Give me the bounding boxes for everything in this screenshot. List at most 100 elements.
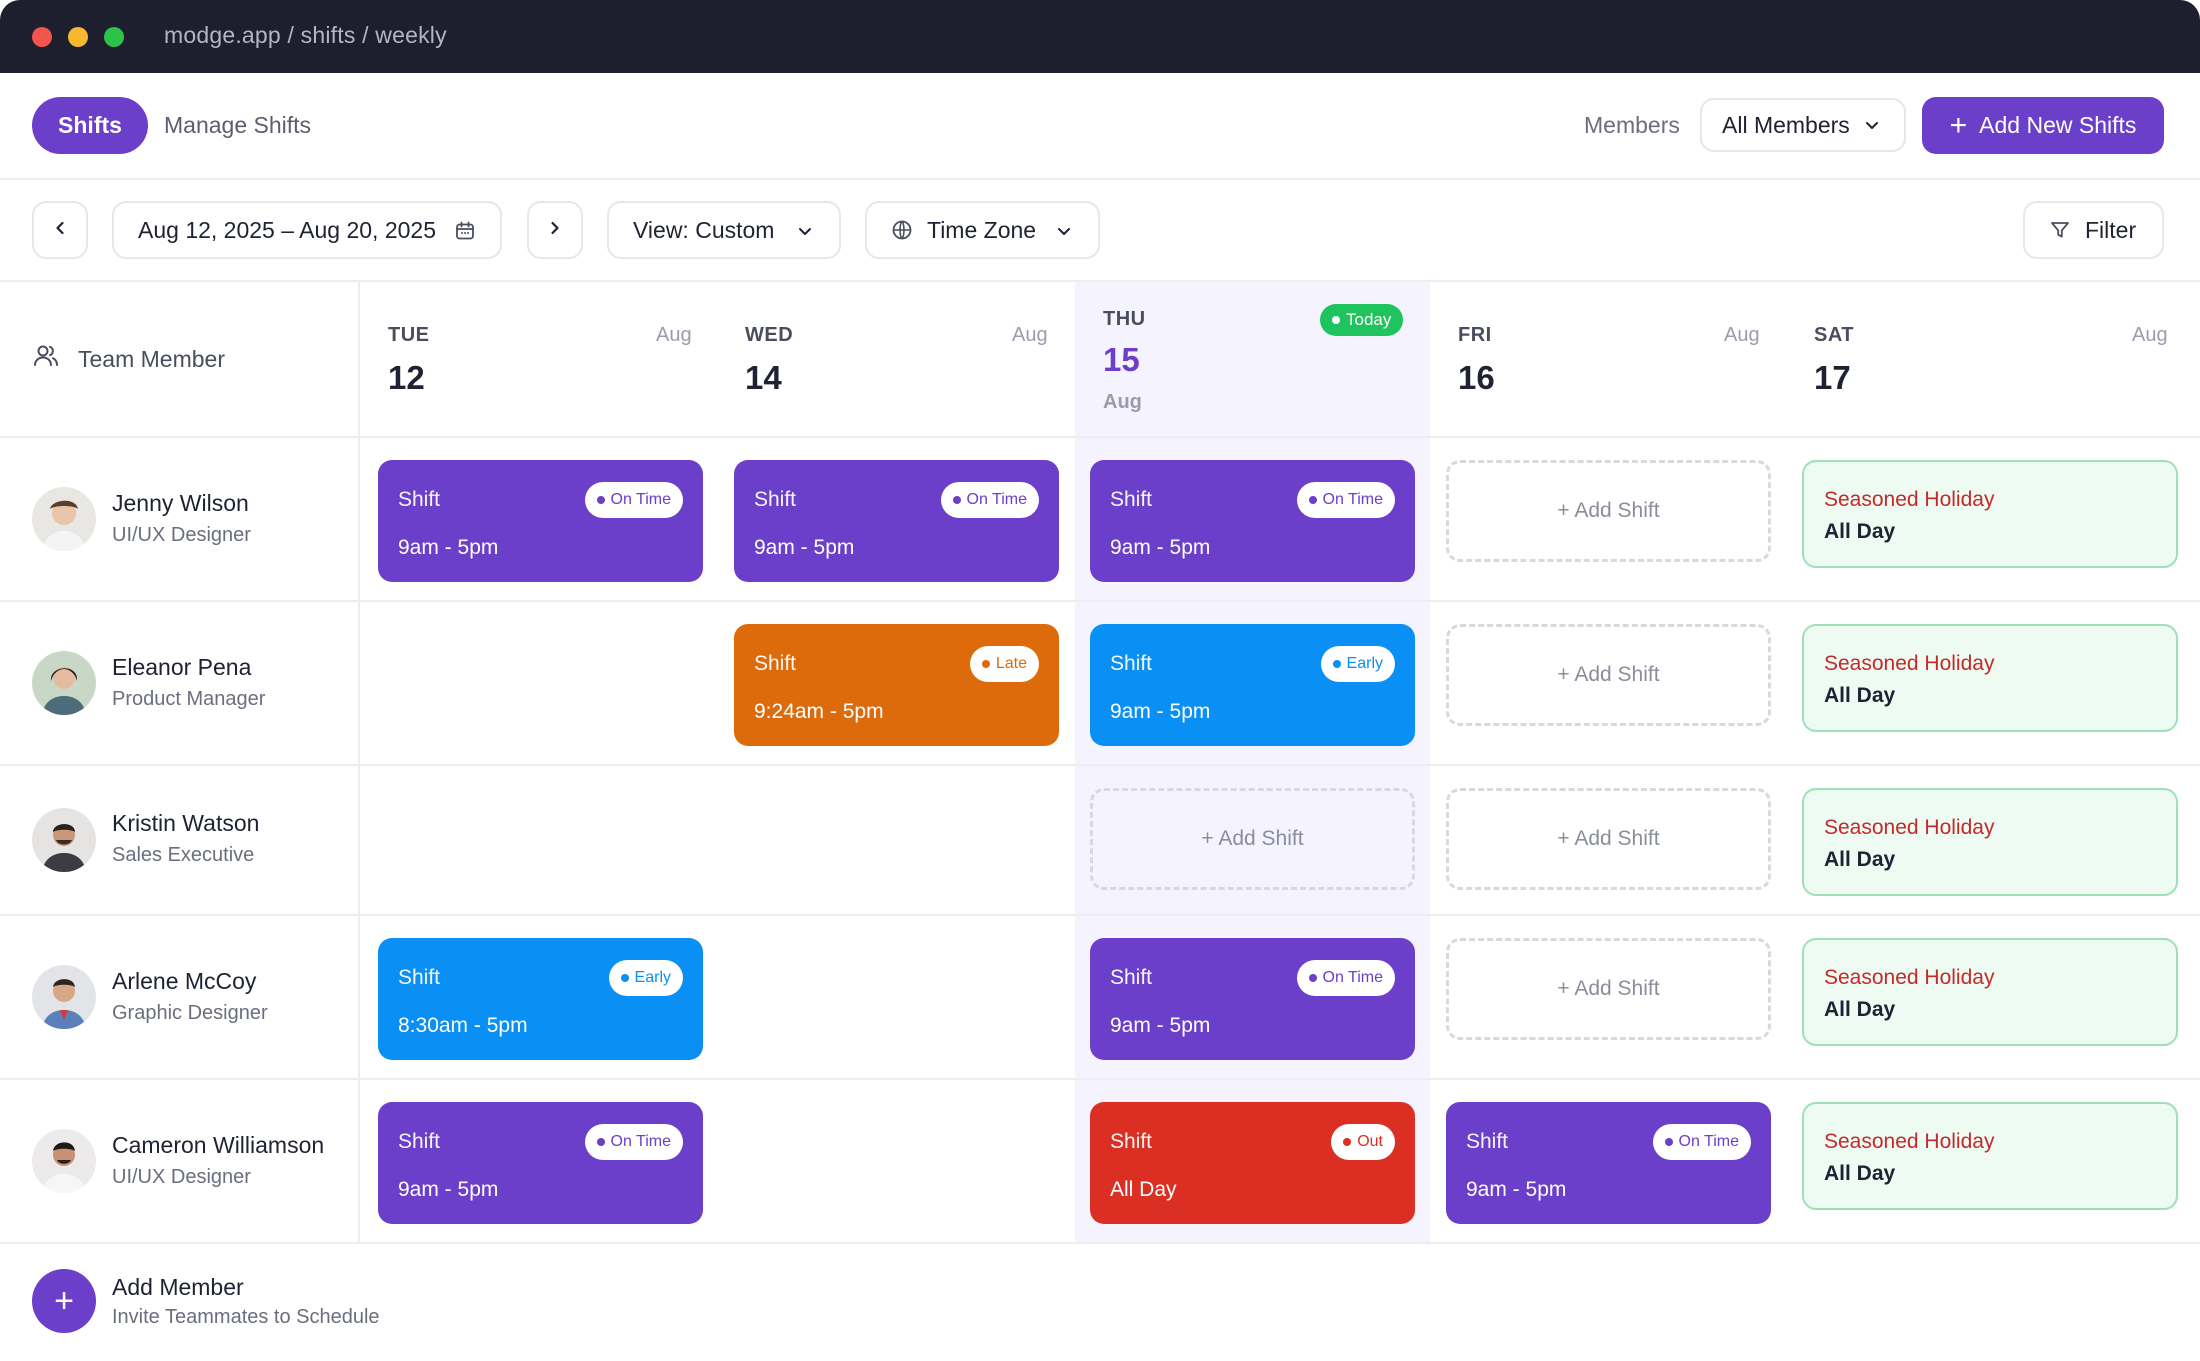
holiday-card[interactable]: Seasoned Holiday All Day — [1802, 624, 2178, 732]
add-member-button[interactable]: + — [32, 1269, 96, 1333]
tab-manage-shifts[interactable]: Manage Shifts — [164, 112, 312, 138]
add-shift-slot[interactable]: + Add Shift — [1446, 938, 1771, 1040]
shift-label: Shift — [754, 488, 797, 511]
holiday-card[interactable]: Seasoned Holiday All Day — [1802, 788, 2178, 896]
add-shift-slot[interactable]: + Add Shift — [1090, 788, 1415, 890]
chevron-right-icon — [545, 217, 565, 244]
member-row: Jenny Wilson UI/UX Designer Shift On Tim… — [0, 436, 2200, 600]
members-label: Members — [1584, 112, 1680, 138]
member-name: Jenny Wilson — [112, 490, 249, 516]
today-badge: Today — [1320, 304, 1404, 336]
window-titlebar: modge.app / shifts / weekly — [0, 0, 2200, 73]
shift-time: All Day — [1110, 1178, 1177, 1201]
shift-card[interactable]: Shift Late 9:24am - 5pm — [734, 624, 1059, 746]
tab-shifts[interactable]: Shifts — [32, 97, 148, 154]
day-name: THU — [1103, 308, 1146, 330]
day-number: 14 — [745, 359, 782, 396]
shift-card[interactable]: Shift On Time 9am - 5pm — [1090, 938, 1415, 1060]
shift-label: Shift — [398, 1130, 441, 1153]
holiday-duration: All Day — [1824, 1162, 1896, 1185]
status-badge: On Time — [1652, 1124, 1751, 1160]
member-cell[interactable]: Kristin Watson Sales Executive — [0, 766, 360, 914]
member-row: Eleanor Pena Product Manager Shift Late … — [0, 600, 2200, 764]
timezone-select[interactable]: Time Zone — [865, 201, 1100, 259]
shift-label: Shift — [1110, 488, 1153, 511]
users-icon — [32, 342, 60, 376]
day-header-wed: WED 14 Aug — [717, 282, 1075, 436]
holiday-title: Seasoned Holiday — [1824, 488, 1995, 511]
shift-label: Shift — [754, 652, 797, 675]
member-cell[interactable]: Cameron Williamson UI/UX Designer — [0, 1080, 360, 1242]
shift-card[interactable]: Shift Out All Day — [1090, 1102, 1415, 1224]
view-select-value: View: Custom — [633, 216, 775, 243]
filter-button[interactable]: Filter — [2023, 201, 2164, 259]
holiday-card[interactable]: Seasoned Holiday All Day — [1802, 460, 2178, 568]
holiday-card[interactable]: Seasoned Holiday All Day — [1802, 1102, 2178, 1210]
previous-week-button[interactable] — [32, 201, 88, 259]
shift-time: 9am - 5pm — [1110, 1014, 1211, 1037]
day-number: 17 — [1814, 359, 1851, 396]
holiday-title: Seasoned Holiday — [1824, 1130, 1995, 1153]
view-select[interactable]: View: Custom — [607, 201, 841, 259]
shift-card[interactable]: Shift Early 8:30am - 5pm — [378, 938, 703, 1060]
date-range-picker[interactable]: Aug 12, 2025 – Aug 20, 2025 — [112, 201, 502, 259]
holiday-duration: All Day — [1824, 848, 1896, 871]
shift-label: Shift — [398, 488, 441, 511]
status-badge: Early — [608, 960, 683, 996]
holiday-title: Seasoned Holiday — [1824, 966, 1995, 989]
add-shift-slot[interactable]: + Add Shift — [1446, 624, 1771, 726]
day-number: 16 — [1458, 359, 1495, 396]
shift-card[interactable]: Shift Early 9am - 5pm — [1090, 624, 1415, 746]
member-cell[interactable]: Jenny Wilson UI/UX Designer — [0, 438, 360, 600]
members-select-value: All Members — [1722, 111, 1850, 138]
day-month: Aug — [1724, 324, 1760, 346]
day-month: Aug — [1012, 324, 1048, 346]
member-role: Graphic Designer — [112, 1002, 268, 1024]
member-cell[interactable]: Eleanor Pena Product Manager — [0, 602, 360, 764]
member-row: Arlene McCoy Graphic Designer Shift Earl… — [0, 914, 2200, 1078]
members-select[interactable]: All Members — [1700, 98, 1906, 152]
status-badge: On Time — [584, 482, 683, 518]
day-header-fri: FRI 16 Aug — [1430, 282, 1786, 436]
member-cell[interactable]: Arlene McCoy Graphic Designer — [0, 916, 360, 1078]
shift-card[interactable]: Shift On Time 9am - 5pm — [378, 460, 703, 582]
shift-time: 9am - 5pm — [1110, 536, 1211, 559]
day-name: SAT — [1814, 324, 1855, 346]
day-month: Aug — [1103, 391, 1142, 413]
day-month: Aug — [2132, 324, 2168, 346]
next-week-button[interactable] — [527, 201, 583, 259]
member-name: Eleanor Pena — [112, 654, 252, 680]
shift-time: 8:30am - 5pm — [398, 1014, 528, 1037]
close-window-button[interactable] — [32, 27, 52, 47]
shift-time: 9am - 5pm — [1466, 1178, 1567, 1201]
add-member-title[interactable]: Add Member — [112, 1274, 244, 1300]
member-row: Cameron Williamson UI/UX Designer Shift … — [0, 1078, 2200, 1242]
calendar-icon — [454, 220, 476, 248]
avatar — [32, 651, 96, 715]
shift-card[interactable]: Shift On Time 9am - 5pm — [378, 1102, 703, 1224]
shift-card[interactable]: Shift On Time 9am - 5pm — [1446, 1102, 1771, 1224]
add-shift-slot[interactable]: + Add Shift — [1446, 460, 1771, 562]
timezone-select-value: Time Zone — [927, 216, 1037, 243]
add-new-shifts-label: Add New Shifts — [1979, 112, 2137, 138]
status-badge: On Time — [584, 1124, 683, 1160]
avatar — [32, 1129, 96, 1193]
avatar — [32, 965, 96, 1029]
shift-card[interactable]: Shift On Time 9am - 5pm — [1090, 460, 1415, 582]
maximize-window-button[interactable] — [104, 27, 124, 47]
add-member-subtitle: Invite Teammates to Schedule — [112, 1306, 380, 1328]
status-badge: Early — [1320, 646, 1395, 682]
filter-label: Filter — [2085, 216, 2137, 243]
plus-icon: + — [1949, 108, 1968, 142]
url-breadcrumb: modge.app / shifts / weekly — [164, 22, 447, 48]
shift-time: 9am - 5pm — [754, 536, 855, 559]
holiday-card[interactable]: Seasoned Holiday All Day — [1802, 938, 2178, 1046]
avatar — [32, 487, 96, 551]
shift-time: 9am - 5pm — [398, 1178, 499, 1201]
add-new-shifts-button[interactable]: + Add New Shifts — [1922, 97, 2164, 154]
add-shift-slot[interactable]: + Add Shift — [1446, 788, 1771, 890]
filter-icon — [2049, 219, 2071, 241]
shift-card[interactable]: Shift On Time 9am - 5pm — [734, 460, 1059, 582]
avatar — [32, 808, 96, 872]
minimize-window-button[interactable] — [68, 27, 88, 47]
